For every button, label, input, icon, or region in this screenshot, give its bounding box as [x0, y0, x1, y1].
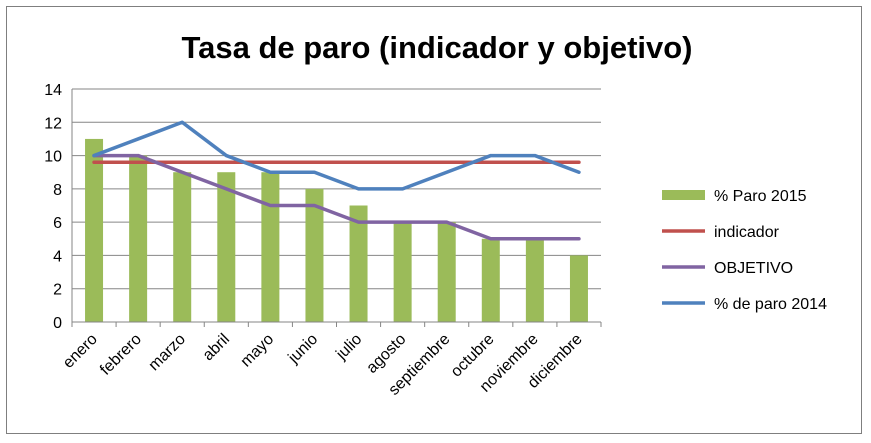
bar-series — [85, 138, 588, 322]
bar — [305, 188, 324, 322]
y-tick-label: 2 — [53, 282, 62, 299]
legend-label: OBJETIVO — [714, 260, 793, 277]
x-tick-label: mayo — [238, 331, 278, 371]
y-tick-label: 8 — [53, 182, 62, 199]
bar — [217, 172, 236, 322]
bar — [569, 255, 588, 322]
x-tick-label: marzo — [146, 331, 190, 375]
bar — [393, 222, 412, 322]
legend-label: % Paro 2015 — [714, 188, 807, 205]
bar — [437, 222, 456, 322]
series-line — [92, 120, 581, 191]
x-tick-label: enero — [60, 331, 101, 372]
gridlines — [72, 88, 601, 290]
chart-frame: Tasa de paro (indicador y objetivo) 0 2 4 6… — [6, 6, 862, 434]
x-tick-label: junio — [285, 331, 322, 368]
bar — [481, 238, 500, 322]
y-tick-label: 14 — [44, 82, 62, 99]
legend: % Paro 2015 indicador OBJETIVO % de paro 20… — [662, 188, 827, 313]
bar — [349, 205, 368, 322]
bar — [129, 155, 148, 322]
legend-label: indicador — [714, 224, 780, 241]
x-tick-label: julio — [333, 331, 366, 364]
x-tick-label: febrero — [97, 331, 145, 379]
bar — [173, 172, 192, 322]
y-tick-label: 12 — [44, 115, 62, 132]
y-tick-label: 0 — [53, 315, 62, 332]
chart: Tasa de paro (indicador y objetivo) 0 2 4 6… — [44, 30, 827, 399]
y-tick-label: 6 — [53, 215, 62, 232]
series-line — [92, 153, 581, 241]
y-tick-label: 4 — [53, 248, 62, 265]
y-tick-label: 10 — [44, 149, 62, 166]
legend-swatch-bar — [662, 190, 705, 200]
legend-label: % de paro 2014 — [714, 296, 827, 313]
x-tick-label: abril — [200, 331, 233, 364]
bar — [261, 172, 280, 322]
bar — [525, 238, 544, 322]
bar — [85, 138, 104, 322]
line-series — [92, 120, 581, 241]
chart-title: Tasa de paro (indicador y objetivo) — [181, 30, 692, 65]
